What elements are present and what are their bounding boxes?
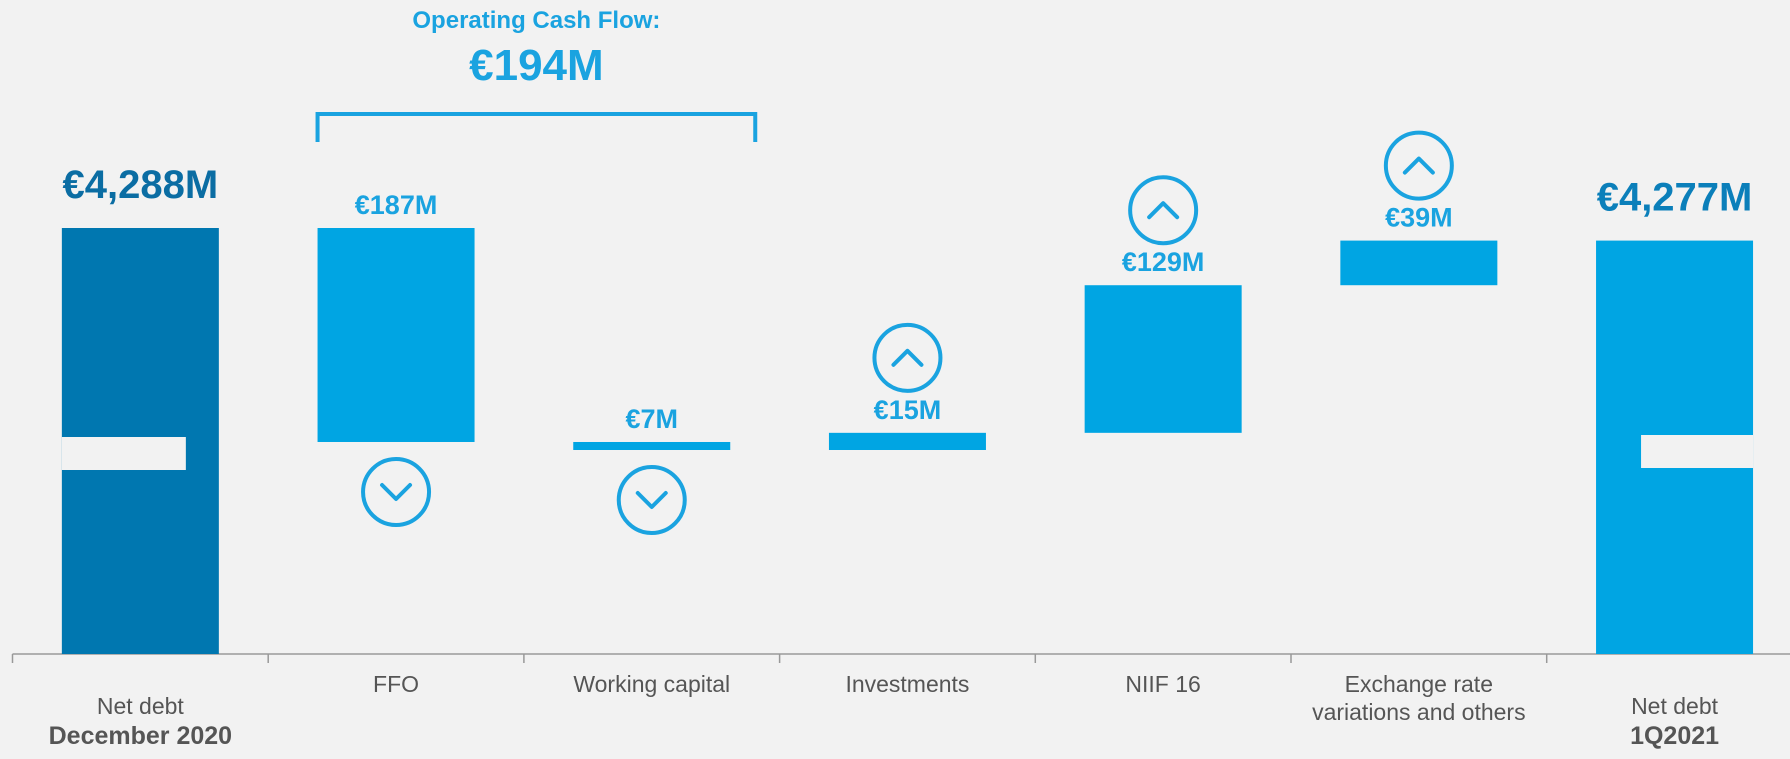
arrow-icon [1383, 130, 1454, 201]
category-period: December 2020 [48, 722, 233, 750]
axis-break [1641, 435, 1754, 468]
category-label: Net debt [96, 693, 184, 719]
arrow-icon [616, 465, 687, 535]
bar [828, 432, 986, 450]
arrow-circle [1383, 130, 1454, 201]
value-label: €187M [355, 190, 438, 220]
value-label: €4,288M [63, 163, 219, 207]
arrow-circle [361, 456, 432, 527]
arrow-chevron [1147, 201, 1180, 220]
arrow-chevron [891, 348, 924, 367]
category-label: Investments [845, 671, 970, 697]
arrow-icon [872, 322, 943, 393]
value-label: €4,277M [1597, 176, 1753, 220]
bar [1340, 240, 1498, 286]
arrow-chevron [1402, 156, 1435, 175]
category-label: FFO [373, 671, 420, 697]
category-label: Working capital [573, 671, 731, 697]
arrow-icon [361, 456, 432, 527]
bar [1084, 285, 1242, 433]
category-label: Exchange rate variations and others [1312, 671, 1526, 725]
bar [317, 228, 475, 442]
axis-break [61, 437, 186, 470]
category-label: NIIF 16 [1125, 671, 1201, 697]
category-period: 1Q2021 [1630, 722, 1720, 750]
arrow-icon [1128, 175, 1199, 246]
arrow-circle [616, 465, 687, 535]
arrow-chevron [380, 482, 413, 501]
value-label: €129M [1122, 247, 1205, 277]
annotation-value: €194M [469, 41, 604, 90]
annotation-title: Operating Cash Flow: [412, 7, 660, 34]
arrow-circle [872, 322, 943, 393]
bar [573, 441, 731, 450]
arrow-chevron [635, 491, 668, 509]
annotation-bracket [315, 112, 758, 142]
value-label: €15M [874, 395, 942, 425]
value-label: €7M [625, 404, 678, 434]
category-label: Net debt [1631, 693, 1719, 719]
arrow-circle [1128, 175, 1199, 246]
value-label: €39M [1385, 203, 1453, 233]
